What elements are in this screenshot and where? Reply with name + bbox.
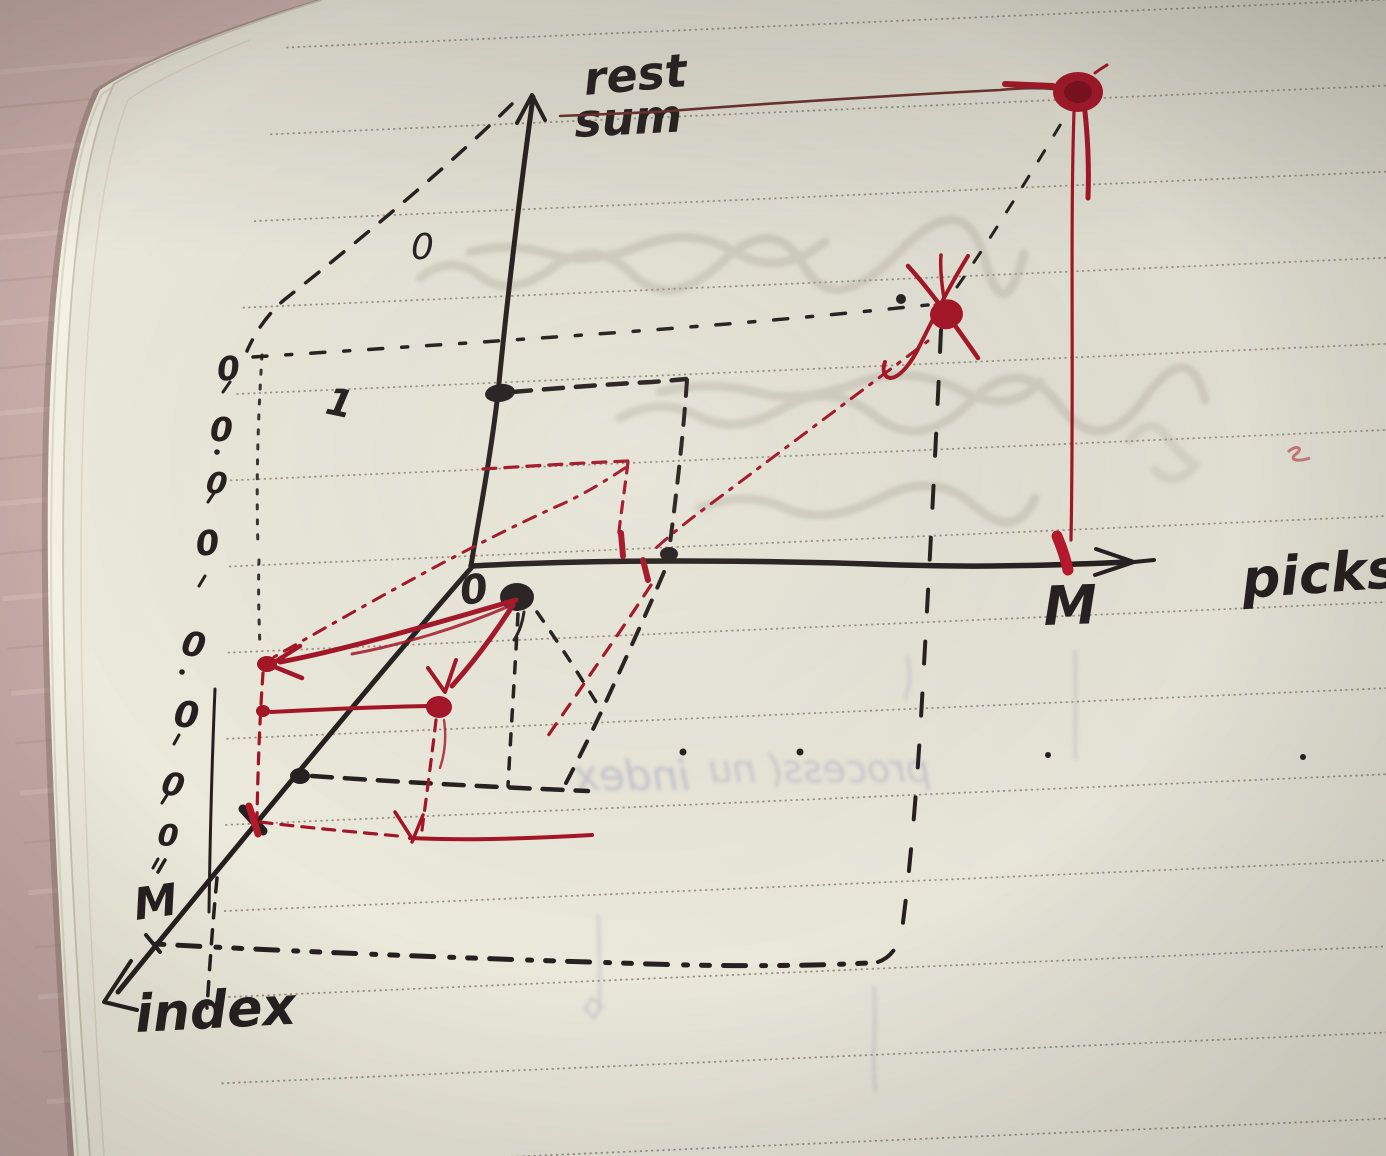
notebook-photo: index process( nu <box>0 0 1386 1156</box>
vignette <box>0 0 1386 1156</box>
